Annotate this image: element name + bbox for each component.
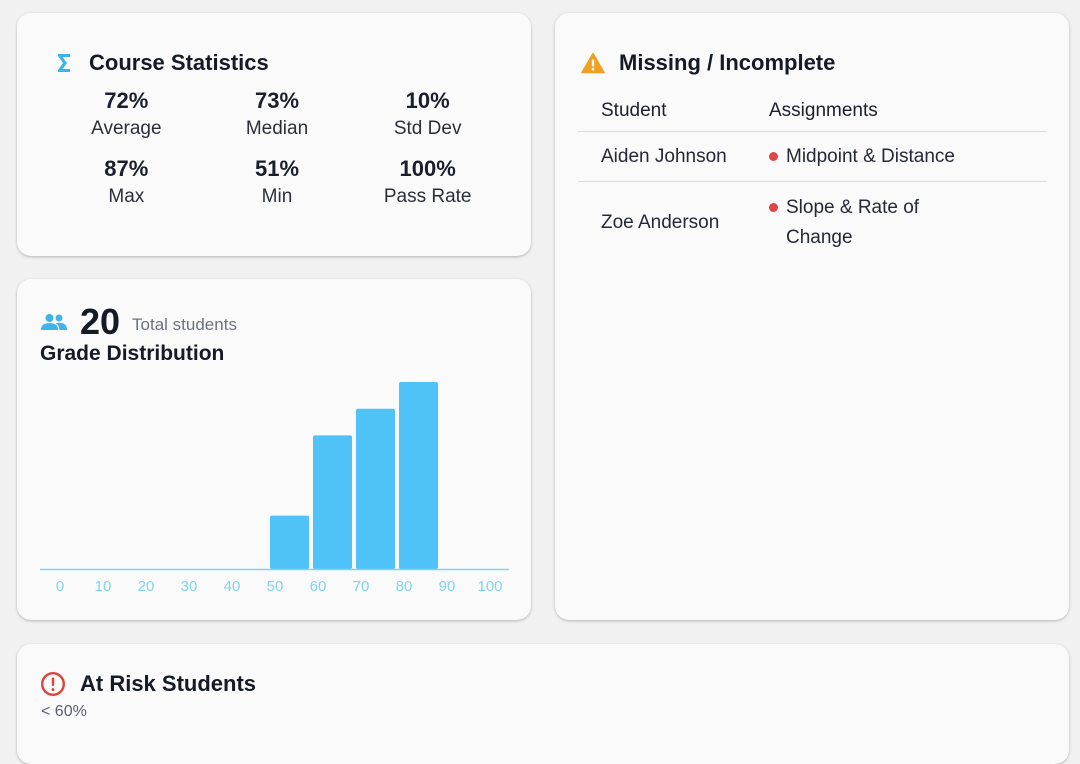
column-header-assignments: Assignments (769, 100, 878, 121)
x-tick-label: 90 (439, 578, 456, 595)
assignment-name: Slope & Rate of Change (786, 197, 920, 248)
sigma-icon (57, 53, 71, 73)
table-header: Student Assignments (578, 91, 1047, 132)
stat-label: Median (245, 118, 309, 139)
grade-distribution-title: Grade Distribution (40, 342, 225, 365)
x-tick-label: 70 (353, 578, 370, 595)
course-statistics-title: Course Statistics (89, 50, 269, 75)
table-row[interactable]: Aiden Johnson Midpoint & Distance (578, 132, 1047, 182)
course-statistics-card: Course Statistics 72% Average 73% Median… (17, 13, 531, 256)
missing-title: Missing / Incomplete (619, 50, 836, 75)
stat-label: Min (261, 186, 293, 207)
x-tick-label: 30 (181, 578, 198, 595)
stat-value: 51% (254, 156, 300, 181)
alert-circle-icon (40, 671, 66, 697)
x-tick-label: 60 (310, 578, 327, 595)
x-tick-label: 40 (224, 578, 241, 595)
student-name: Aiden Johnson (601, 145, 727, 167)
grade-distribution-chart: 0 10 20 30 40 50 60 70 80 90 100 (40, 382, 509, 595)
assignment-name: Midpoint & Distance (786, 145, 955, 167)
assignment-list: Slope & Rate of Change (769, 193, 1047, 253)
total-students-label: Total students (132, 315, 237, 334)
stat-label: Std Dev (393, 118, 462, 139)
people-icon (40, 312, 68, 332)
stat-value: 72% (104, 88, 149, 113)
missing-header: Missing / Incomplete (581, 50, 835, 76)
x-tick-label: 50 (267, 578, 284, 595)
table-row[interactable]: Zoe Anderson Slope & Rate of Change (578, 182, 1047, 264)
stat-average: 72% Average (51, 87, 202, 141)
stat-pass-rate: 100% Pass Rate (352, 155, 503, 209)
stat-label: Max (108, 186, 145, 207)
histogram-bar (399, 382, 438, 569)
grade-distribution-card: 20 Total students Grade Distribution 0 10… (17, 279, 531, 620)
missing-incomplete-card: Missing / Incomplete Student Assignments… (555, 13, 1069, 620)
stat-min: 51% Min (202, 155, 353, 209)
histogram-bar (313, 435, 352, 569)
at-risk-threshold: < 60% (41, 703, 87, 720)
histogram-bar (270, 515, 309, 569)
total-students-count: 20 (80, 301, 121, 342)
warning-triangle-icon (581, 52, 605, 74)
stats-grid: 72% Average 73% Median 10% Std Dev 87% M… (51, 87, 503, 209)
missing-table: Student Assignments Aiden Johnson Midpoi… (578, 91, 1047, 264)
x-tick-label: 10 (95, 578, 112, 595)
missing-dot-icon (769, 151, 778, 161)
stat-value: 10% (405, 88, 450, 113)
assignment-item: Midpoint & Distance (769, 142, 1047, 172)
assignment-list: Midpoint & Distance (769, 142, 1047, 172)
column-header-student: Student (601, 100, 667, 121)
at-risk-header: At Risk Students (40, 671, 256, 697)
x-tick-label: 0 (56, 578, 64, 595)
at-risk-students-card: At Risk Students < 60% (17, 644, 1069, 764)
stat-median: 73% Median (202, 87, 353, 141)
stat-max: 87% Max (51, 155, 202, 209)
total-students: 20 Total students (40, 301, 237, 343)
stat-label: Average (91, 118, 162, 139)
stat-std-dev: 10% Std Dev (352, 87, 503, 141)
stat-value: 73% (254, 88, 300, 113)
x-tick-label: 80 (396, 578, 413, 595)
histogram-bar (356, 408, 395, 569)
stat-value: 100% (399, 156, 456, 181)
assignment-item: Slope & Rate of Change (769, 193, 959, 253)
stat-value: 87% (104, 156, 149, 181)
missing-dot-icon (769, 203, 778, 212)
x-tick-label: 100 (477, 578, 502, 595)
stat-label: Pass Rate (383, 186, 472, 207)
x-tick-label: 20 (138, 578, 155, 595)
at-risk-title: At Risk Students (80, 671, 257, 696)
student-name: Zoe Anderson (601, 212, 720, 233)
course-statistics-header: Course Statistics (57, 50, 269, 76)
